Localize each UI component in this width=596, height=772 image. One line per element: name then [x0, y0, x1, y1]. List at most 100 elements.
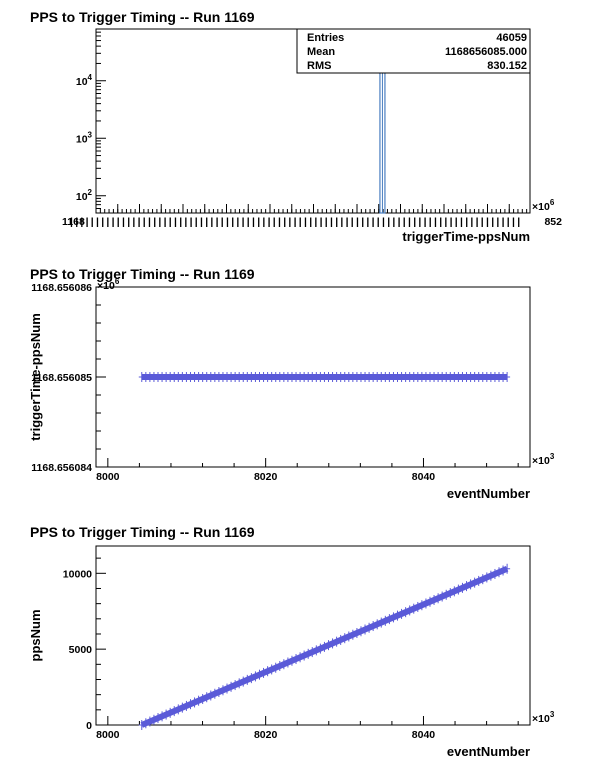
- chart-1-y-tick-label: 102: [76, 188, 93, 203]
- chart-1-x-tick-label-overlap: |: [205, 216, 208, 228]
- chart-1-y-tick-label-power: 2: [88, 188, 93, 197]
- chart-1-y-tick-label-base: 10: [76, 76, 88, 88]
- chart-2-x-tick-label: 8000: [96, 471, 120, 483]
- chart-2-x-tick-label: 8020: [254, 471, 278, 483]
- chart-2-x-axis-label: eventNumber: [447, 486, 530, 501]
- chart-1-x-tick-label-overlap: |: [460, 216, 463, 228]
- chart-1-x-tick-label-overlap: |: [122, 216, 125, 228]
- chart-3-x-exponent: ×103: [532, 710, 555, 725]
- chart-1-x-tick-label-overlap: |: [372, 216, 375, 228]
- chart-1-x-tick-label-overlap: |: [304, 216, 307, 228]
- chart-1-x-tick-label-overlap: |: [320, 216, 323, 228]
- chart-1-y-tick-label-base: 10: [76, 133, 88, 145]
- chart-1-x-tick-label-overlap: |: [164, 216, 167, 228]
- chart-2-x-tick-label: 8040: [412, 471, 436, 483]
- chart-1-x-tick-label-overlap: |: [101, 216, 104, 228]
- chart-3-y-tick-label: 0: [86, 720, 92, 732]
- chart-1-x-tick-label-overlap: |: [226, 216, 229, 228]
- chart-2-x-exponent: ×103: [532, 452, 555, 467]
- chart-2-y-tick-label: 1168.656084: [31, 462, 92, 474]
- chart-1-x-tick-label-overlap: |: [330, 216, 333, 228]
- chart-1-x-tick-label-overlap: |: [366, 216, 369, 228]
- chart-2-x-exponent-base: ×10: [532, 455, 550, 467]
- chart-3-x-exponent-power: 3: [550, 710, 555, 719]
- chart-1-x-exponent: ×106: [532, 198, 555, 213]
- chart-1-x-tick-label-overlap: |: [465, 216, 468, 228]
- chart-1-x-tick-label-overlap: |: [86, 216, 89, 228]
- chart-1-stat-label: Entries: [307, 32, 344, 44]
- chart-2-y-exponent: ×106: [97, 277, 120, 292]
- chart-2-series-markers: [138, 372, 511, 382]
- chart-1-x-tick-label-overlap: |: [346, 216, 349, 228]
- chart-2-y-exponent-base: ×10: [97, 280, 115, 292]
- chart-1-x-tick-label-overlap: |: [476, 216, 479, 228]
- chart-1-x-tick-label-overlap: |: [387, 216, 390, 228]
- chart-1-x-tick-label-overlap: |: [127, 216, 130, 228]
- chart-1-x-axis-label: triggerTime-ppsNum: [402, 229, 530, 244]
- chart-1-x-tick-label-overlap: |: [455, 216, 458, 228]
- chart-1-x-tick-label-overlap: |: [200, 216, 203, 228]
- chart-1-x-tick-label-overlap: |: [138, 216, 141, 228]
- chart-1-x-tick-label-overlap: |: [242, 216, 245, 228]
- chart-1-x-exponent-power: 6: [550, 198, 555, 207]
- chart-1-x-tick-label-overlap: |: [517, 216, 520, 228]
- chart-3-x-axis-label: eventNumber: [447, 744, 530, 759]
- chart-3-x-tick-label: 8020: [254, 729, 278, 741]
- chart-1-stats-box: [296, 28, 531, 74]
- chart-1-x-tick-label-overlap: |: [179, 216, 182, 228]
- chart-2-y-tick-label: 1168.656086: [31, 282, 92, 294]
- chart-1-stat-value: 830.152: [487, 60, 527, 72]
- chart-1-x-tick-label-overlap: |: [169, 216, 172, 228]
- chart-1-x-tick-label-overlap: |: [392, 216, 395, 228]
- chart-1-x-tick-label-overlap: |: [231, 216, 234, 228]
- chart-3-y-tick-label: 5000: [69, 644, 93, 656]
- chart-1-x-tick-label-overlap: |: [398, 216, 401, 228]
- chart-1-x-tick-label-overlap: |: [294, 216, 297, 228]
- chart-1-x-tick-label-overlap: |: [450, 216, 453, 228]
- chart-1-x-tick-label-overlap: |: [382, 216, 385, 228]
- chart-3-frame: [95, 545, 531, 726]
- chart-3-x-tick-label: 8040: [412, 729, 436, 741]
- chart-3-y-axis-label: ppsNum: [28, 610, 43, 662]
- chart-1-x-tick-label-overlap: |: [309, 216, 312, 228]
- chart-3-x-tick-label: 8000: [96, 729, 120, 741]
- chart-1-x-tick-label-overlap: |: [314, 216, 317, 228]
- chart-1-x-tick-label-overlap: |: [403, 216, 406, 228]
- chart-1-x-tick-label-overlap: |: [268, 216, 271, 228]
- chart-1-x-tick-label-overlap: |: [288, 216, 291, 228]
- chart-3-x-exponent-base: ×10: [532, 713, 550, 725]
- chart-1-x-tick-label-overlap: |: [91, 216, 94, 228]
- chart-1-x-tick-label-overlap: |: [278, 216, 281, 228]
- chart-1-stat-value: 46059: [496, 32, 527, 44]
- chart-3-series-markers: [138, 563, 511, 730]
- chart-1-x-tick-label-overlap: |: [80, 216, 83, 228]
- chart-1-x-tick-label-overlap: |: [444, 216, 447, 228]
- chart-1-x-tick-label-overlap: |: [221, 216, 224, 228]
- chart-1-x-tick-label-overlap: |: [507, 216, 510, 228]
- chart-1-x-tick-label-overlap: |: [132, 216, 135, 228]
- chart-1-x-tick-label-overlap: |: [429, 216, 432, 228]
- chart-1-x-tick-label-overlap: |: [96, 216, 99, 228]
- chart-1-title: PPS to Trigger Timing -- Run 1169: [30, 9, 255, 25]
- chart-1-x-tick-label-overlap: |: [75, 216, 78, 228]
- chart-1-x-tick-label-overlap: |: [335, 216, 338, 228]
- chart-1-x-tick-label-overlap: |: [512, 216, 515, 228]
- chart-1-x-tick-label-overlap: |: [491, 216, 494, 228]
- chart-1-x-tick-label-overlap: |: [252, 216, 255, 228]
- chart-2-x-exponent-power: 3: [550, 452, 555, 461]
- chart-1-x-tick-label-overlap: |: [184, 216, 187, 228]
- chart-1-x-tick-label-overlap: |: [434, 216, 437, 228]
- chart-1-x-tick-label-overlap: |: [502, 216, 505, 228]
- chart-1-x-tick-label-overlap: |: [356, 216, 359, 228]
- chart-1-x-tick-label-overlap: |: [439, 216, 442, 228]
- chart-1-x-tick-label-overlap: |: [148, 216, 151, 228]
- chart-1-x-tick-label-overlap: |: [143, 216, 146, 228]
- chart-1-x-tick-label-overlap: |: [153, 216, 156, 228]
- chart-1-x-tick-label-overlap: |: [70, 216, 73, 228]
- chart-2-y-exponent-power: 6: [115, 277, 120, 286]
- chart-1-stat-value: 1168656085.000: [445, 46, 527, 58]
- chart-3-y-tick-label: 10000: [63, 568, 92, 580]
- chart-1-x-tick-label-overlap: |: [106, 216, 109, 228]
- chart-1-x-tick-label-overlap: |: [158, 216, 161, 228]
